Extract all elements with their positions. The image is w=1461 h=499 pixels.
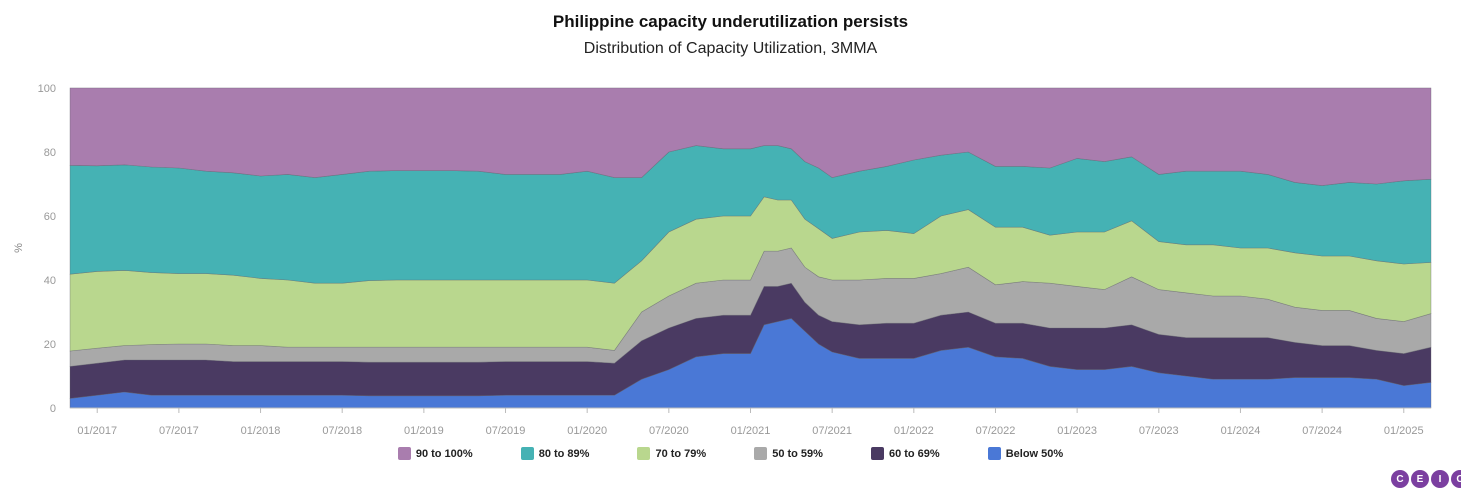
stacked-area-chart: 0 20 40 60 80 100% 01/2017 07/2017 01/2018 07/201… [13,83,1432,437]
x-tick-label: 07/2019 [486,425,526,437]
legend-item[interactable]: 60 to 69% [870,447,940,460]
legend-label: Below 50% [1005,447,1064,460]
chart-subtitle: Distribution of Capacity Utilization, 3M… [583,40,878,57]
y-axis-label: % [13,243,25,253]
logo-letter: C [1451,470,1461,488]
x-tick-label: 07/2018 [322,425,362,437]
legend-item[interactable]: 80 to 89% [520,447,590,460]
x-tick-label: 07/2024 [1302,425,1342,437]
legend-swatch [397,447,411,460]
legend-label: 80 to 89% [538,447,590,460]
x-tick-label: 01/2025 [1384,425,1424,437]
logo-letter: C [1391,470,1409,488]
y-tick-label: 20 [44,339,56,351]
legend-swatch [637,447,651,460]
legend-item[interactable]: Below 50% [987,447,1064,460]
x-tick-label: 01/2021 [731,425,771,437]
legend-label: 60 to 69% [888,447,940,460]
legend-swatch [520,447,534,460]
y-tick-label: 0 [50,403,56,415]
x-tick-label: 01/2022 [894,425,934,437]
legend-label: 90 to 100% [415,447,473,460]
legend-swatch [754,447,768,460]
x-tick-label: 07/2017 [159,425,199,437]
legend-label: 70 to 79% [655,447,707,460]
logo-letter: I [1431,470,1449,488]
y-tick-label: 100 [38,83,56,95]
x-tick-label: 01/2020 [567,425,607,437]
x-tick-label: 01/2024 [1221,425,1261,437]
x-tick-label: 01/2019 [404,425,444,437]
legend-swatch [987,447,1001,460]
y-tick-label: 80 [44,147,56,159]
x-tick-label: 07/2022 [976,425,1016,437]
legend-label: 50 to 59% [772,447,823,460]
x-tick-label: 01/2023 [1057,425,1097,437]
y-tick-label: 40 [44,275,56,287]
legend-item[interactable]: 90 to 100% [397,447,473,460]
legend-item[interactable]: 50 to 59% [754,447,823,460]
x-tick-label: 07/2021 [812,425,852,437]
area-series-90-to-100 [69,87,1432,186]
chart-title: Philippine capacity underutilization per… [552,12,909,31]
legend-item[interactable]: 70 to 79% [637,447,706,460]
y-tick-label: 60 [44,211,56,223]
x-tick-label: 01/2017 [77,425,117,437]
x-tick-label: 07/2020 [649,425,689,437]
x-tick-label: 07/2023 [1139,425,1179,437]
x-tick-label: 01/2018 [241,425,281,437]
logo-letter: E [1411,470,1429,488]
chart-legend: 90 to 100% 80 to 89% 70 to 79% 50 to 59% 60 … [0,447,1461,460]
legend-swatch [870,447,884,460]
